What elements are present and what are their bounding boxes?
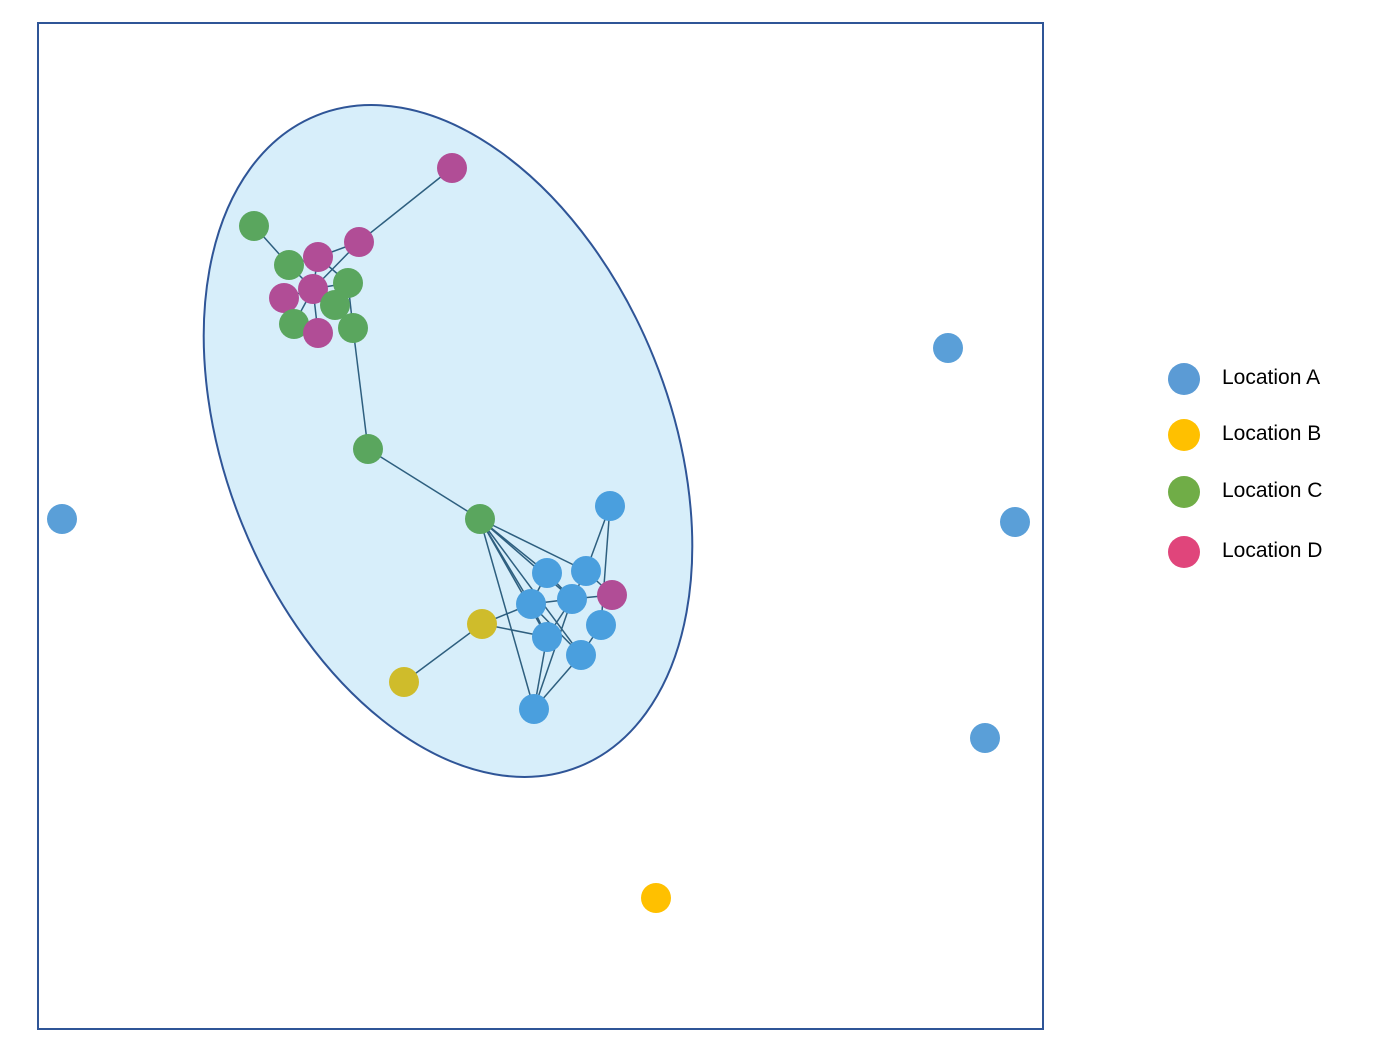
node-b2	[532, 558, 562, 588]
node-y2	[389, 667, 419, 697]
node-b3	[571, 556, 601, 586]
legend-label-location-b: Location B	[1222, 422, 1322, 445]
edge-y1-y2	[403, 623, 483, 683]
node-b4	[516, 589, 546, 619]
edge-g8-b5	[479, 518, 573, 600]
node-g5	[279, 309, 309, 339]
legend-item-location-c: Location C	[1165, 475, 1365, 509]
node-g3	[333, 268, 363, 298]
edge-b5-b9	[533, 598, 573, 710]
node-m-top	[437, 153, 467, 183]
node-m4	[298, 274, 328, 304]
node-m6	[597, 580, 627, 610]
legend-item-location-a: Location A	[1165, 362, 1365, 396]
legend-label-location-a: Location A	[1222, 366, 1321, 389]
legend-item-location-d: Location D	[1165, 535, 1365, 569]
legend-item-location-b: Location B	[1165, 418, 1365, 452]
edge-g7-g8	[367, 448, 481, 520]
node-g1	[239, 211, 269, 241]
node-b8	[566, 640, 596, 670]
node-iso3	[1000, 507, 1030, 537]
node-iso4	[970, 723, 1000, 753]
node-m2	[303, 242, 333, 272]
node-g7	[353, 434, 383, 464]
legend-swatch-location-a	[1168, 363, 1200, 395]
nodes-layer	[47, 153, 1030, 913]
node-b7	[532, 622, 562, 652]
node-b1	[595, 491, 625, 521]
edge-m-top-m1	[358, 167, 453, 243]
legend-swatch-location-b	[1168, 419, 1200, 451]
node-b5	[557, 584, 587, 614]
node-y1	[467, 609, 497, 639]
edge-g8-b8	[479, 518, 582, 656]
edge-g8-b3	[479, 518, 587, 572]
node-m1	[344, 227, 374, 257]
node-iso2	[933, 333, 963, 363]
node-iso1	[47, 504, 77, 534]
node-g4	[320, 290, 350, 320]
edge-g6-g7	[352, 327, 369, 450]
node-iso5	[641, 883, 671, 913]
node-g8	[465, 504, 495, 534]
legend-swatch-location-d	[1168, 536, 1200, 568]
node-g6	[338, 313, 368, 343]
node-m3	[269, 283, 299, 313]
node-b6	[586, 610, 616, 640]
node-b9	[519, 694, 549, 724]
node-g2	[274, 250, 304, 280]
legend-label-location-d: Location D	[1222, 539, 1323, 562]
legend-swatch-location-c	[1168, 476, 1200, 508]
node-m5	[303, 318, 333, 348]
legend-label-location-c: Location C	[1222, 479, 1323, 502]
